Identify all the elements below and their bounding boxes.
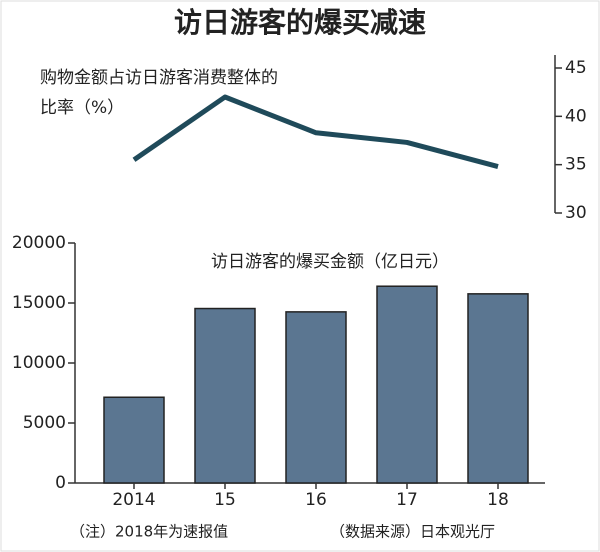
- y-tick-label: 5000: [23, 413, 66, 433]
- x-tick-label: 15: [214, 490, 236, 510]
- note: （注）2018年为速报值: [70, 523, 228, 541]
- line: [132, 94, 499, 170]
- x-tick-label: 16: [305, 490, 327, 510]
- bar: [376, 285, 438, 484]
- bar: [285, 311, 347, 484]
- bar-title: 访日游客的爆买金额（亿日元）: [211, 252, 449, 272]
- bar: [103, 396, 165, 484]
- y2-tick-label: 35: [565, 155, 587, 175]
- y2-tick-label: 40: [565, 106, 587, 126]
- x-tick-label: 2014: [112, 490, 155, 510]
- chart-title: 访日游客的爆买减速: [174, 6, 426, 39]
- y2-tick-label: 30: [565, 203, 587, 223]
- y-tick-label: 0: [55, 473, 66, 493]
- line-title: 购物金额占访日游客消费整体的: [40, 68, 278, 88]
- x-tick-label: 17: [396, 490, 418, 510]
- bar: [467, 293, 529, 484]
- bar: [194, 307, 256, 484]
- y-tick-label: 10000: [12, 353, 66, 373]
- line-title: 比率（%）: [40, 98, 124, 118]
- y2-tick-label: 45: [565, 58, 587, 78]
- x-tick-label: 18: [487, 490, 509, 510]
- y-tick-label: 20000: [12, 233, 66, 253]
- y-tick-label: 15000: [12, 293, 66, 313]
- note: （数据来源）日本观光厅: [330, 523, 495, 541]
